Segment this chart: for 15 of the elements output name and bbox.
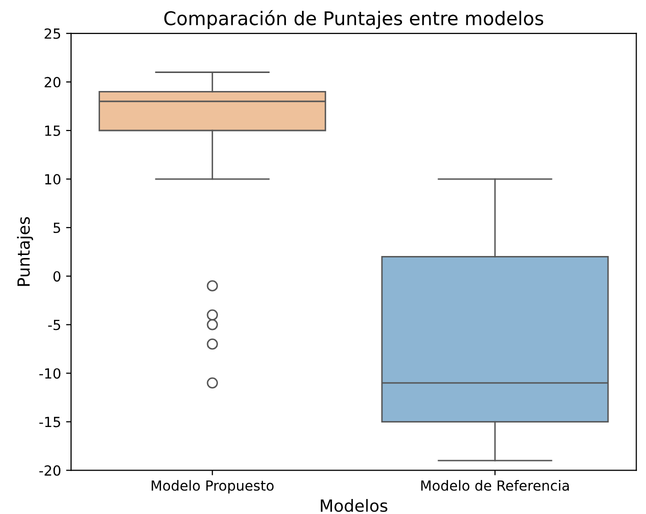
y-tick-label: -5: [48, 320, 60, 330]
y-tick-label: -20: [39, 465, 60, 476]
y-axis-title: Puntajes: [16, 217, 34, 286]
y-tick-label: 15: [45, 126, 60, 136]
y-tick-label: 0: [53, 271, 60, 282]
x-axis-title: Modelos: [320, 499, 388, 512]
y-tick-label: 20: [44, 76, 60, 88]
y-tick-label: 5: [54, 222, 60, 234]
x-tick-label: Modelo de Referencia: [421, 480, 569, 491]
y-tick-label: 10: [45, 174, 60, 185]
x-tick-label: Modelo Propuesto: [152, 480, 274, 494]
y-tick-label: -10: [39, 368, 60, 379]
y-tick-label: -15: [39, 416, 60, 428]
chart-title: Comparación de Puntajes entre modelos: [164, 10, 544, 29]
y-tick-label: 25: [44, 28, 60, 39]
